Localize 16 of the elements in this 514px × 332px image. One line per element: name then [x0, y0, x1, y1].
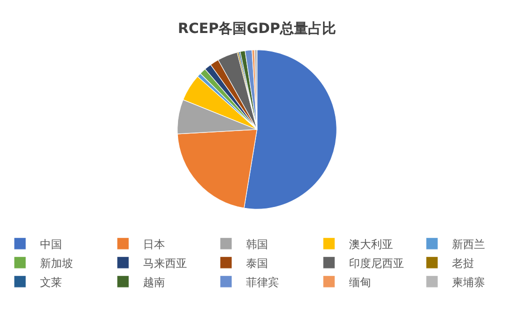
legend-label: 澳大利亚	[349, 238, 393, 251]
legend-label: 老挝	[452, 256, 474, 270]
legend-label: 新西兰	[452, 238, 485, 251]
legend-label: 马来西亚	[143, 256, 187, 270]
legend-label: 印度尼西亚	[349, 256, 404, 270]
legend-label: 柬埔寨	[452, 276, 485, 289]
legend-label: 越南	[143, 276, 165, 289]
legend-label: 泰国	[246, 256, 268, 270]
legend-label: 文莱	[40, 276, 62, 289]
chart-title: RCEP各国GDP总量占比	[178, 21, 336, 38]
legend-label: 新加坡	[40, 256, 73, 270]
legend-label: 日本	[143, 238, 165, 251]
legend-label: 韩国	[246, 238, 268, 251]
legend-label: 中国	[40, 238, 62, 251]
legend-label: 菲律宾	[246, 276, 279, 289]
legend-label: 缅甸	[349, 276, 371, 289]
